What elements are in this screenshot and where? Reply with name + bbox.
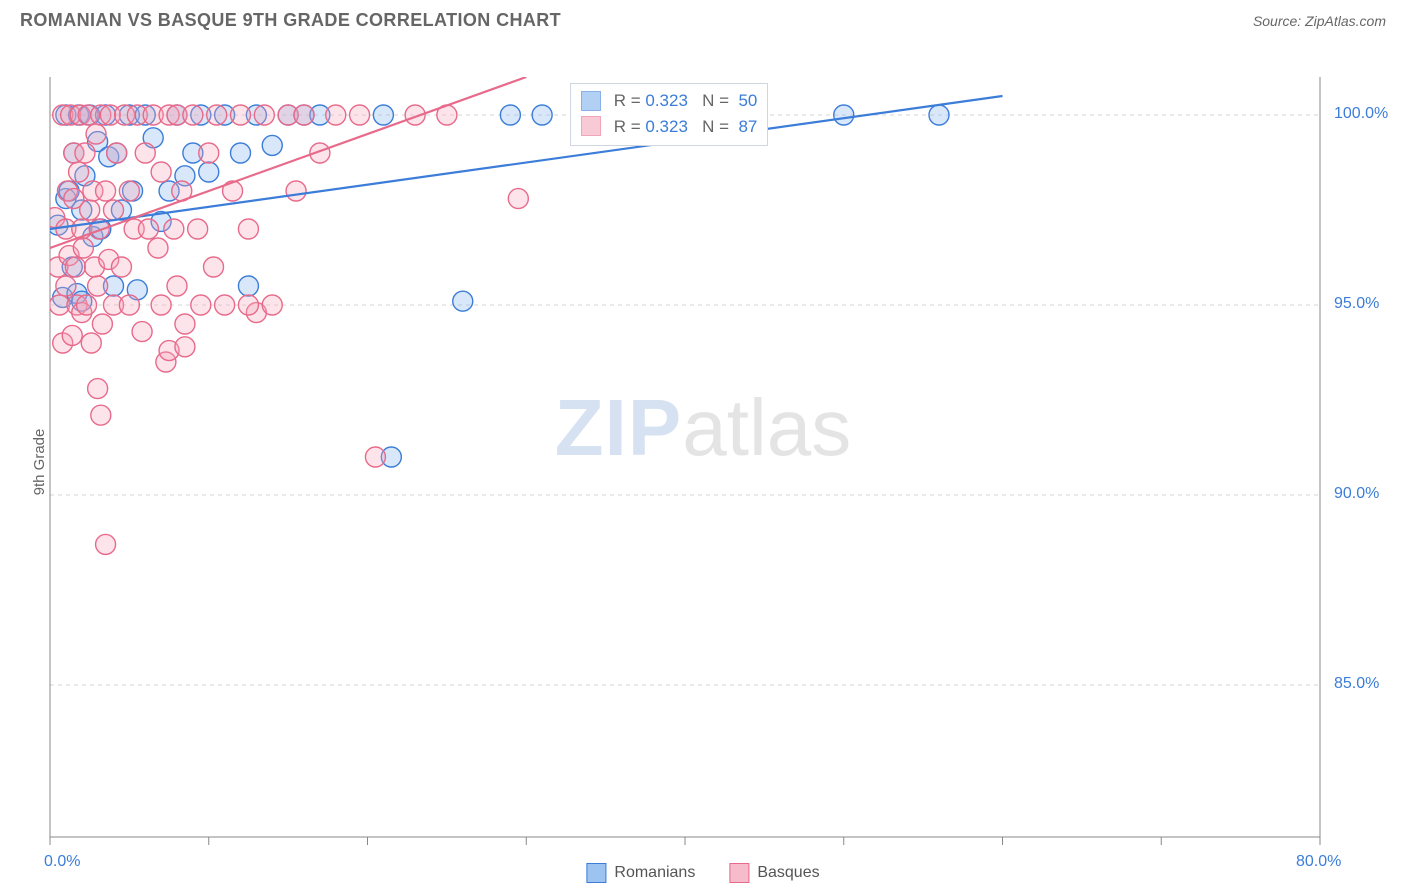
y-axis-label: 9th Grade [31,429,48,496]
legend-text: R = 0.323 N = 87 [609,114,757,140]
x-axis-min-label: 0.0% [44,853,80,871]
y-tick-label: 90.0% [1334,485,1379,503]
legend-swatch-romanians [586,863,606,883]
legend-label-basques: Basques [757,864,819,882]
legend-swatch [581,116,601,136]
legend-label-romanians: Romanians [614,864,695,882]
scatter-plot-svg [0,37,1406,867]
legend-swatch-basques [729,863,749,883]
series-legend: Romanians Basques [586,863,819,883]
chart-title: ROMANIAN VS BASQUE 9TH GRADE CORRELATION… [20,10,561,31]
chart-source: Source: ZipAtlas.com [1253,13,1386,29]
legend-item-romanians: Romanians [586,863,695,883]
y-tick-label: 85.0% [1334,675,1379,693]
legend-text: R = 0.323 N = 50 [609,88,757,114]
x-axis-max-label: 80.0% [1296,853,1341,871]
chart-area: 9th Grade ZIPatlas R = 0.323 N = 50 R = … [0,37,1406,887]
y-tick-label: 95.0% [1334,295,1379,313]
y-tick-label: 100.0% [1334,105,1388,123]
chart-header: ROMANIAN VS BASQUE 9TH GRADE CORRELATION… [0,0,1406,37]
legend-item-basques: Basques [729,863,819,883]
legend-row: R = 0.323 N = 87 [581,114,757,140]
correlation-legend: R = 0.323 N = 50 R = 0.323 N = 87 [570,83,768,146]
legend-row: R = 0.323 N = 50 [581,88,757,114]
legend-swatch [581,91,601,111]
